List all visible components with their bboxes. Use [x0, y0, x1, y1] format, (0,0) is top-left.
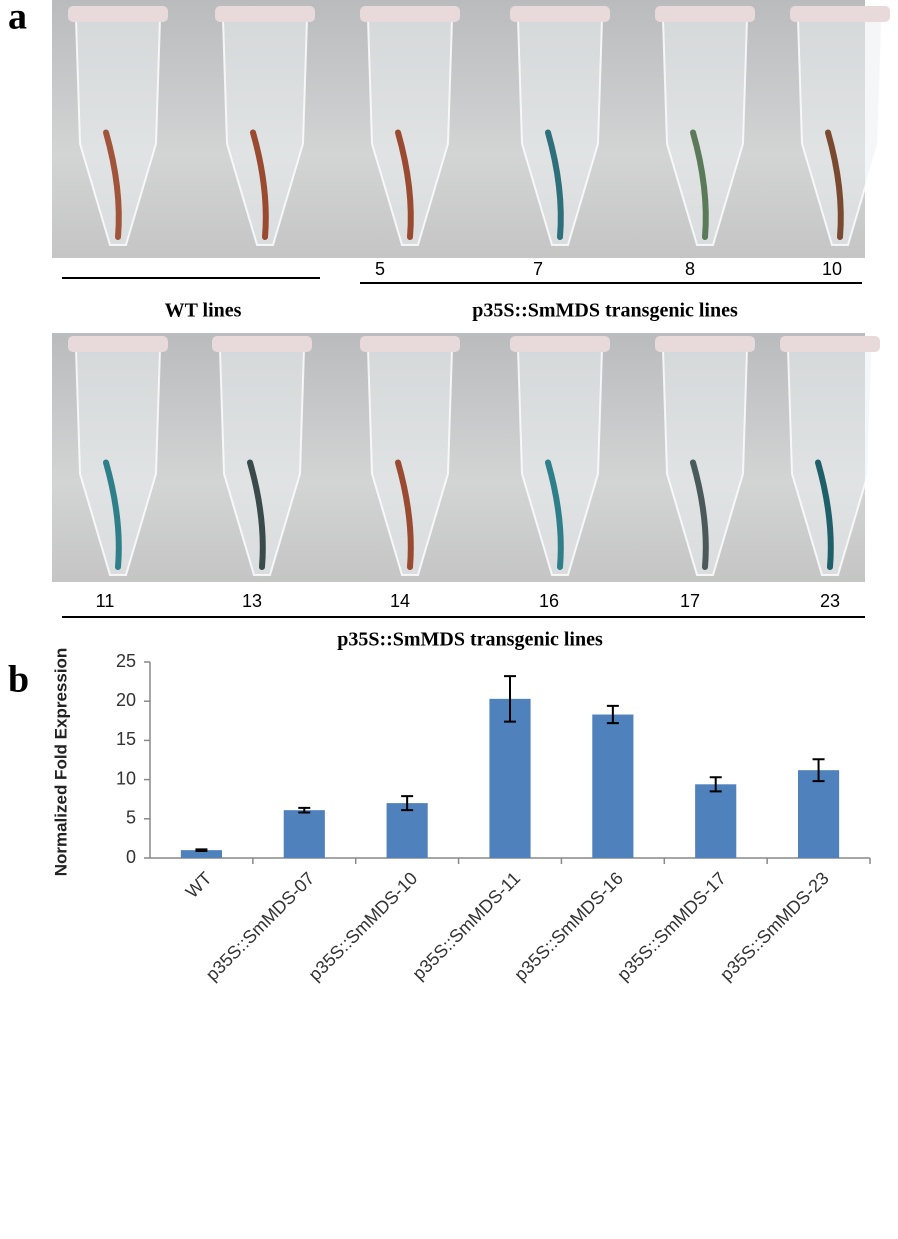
- y-tick-label: 0: [126, 847, 136, 867]
- tube-cap: [510, 6, 610, 22]
- tube-cap: [510, 336, 610, 352]
- caption: p35S::SmMDS transgenic lines: [472, 300, 738, 322]
- error-bar: [812, 758, 825, 783]
- bar: [283, 810, 325, 858]
- plant-tissue: [395, 129, 414, 240]
- bar: [798, 770, 840, 858]
- line-number: 7: [533, 259, 543, 279]
- line-number: 10: [822, 259, 842, 279]
- bar: [592, 714, 634, 858]
- tube-cap: [790, 6, 890, 22]
- tube-cap: [212, 336, 312, 352]
- error-bar: [606, 704, 619, 725]
- line-number: 13: [242, 591, 262, 611]
- x-tick-label: p35S::SmMDS-07: [202, 868, 319, 985]
- error-bar: [504, 675, 516, 723]
- plant-tissue: [545, 129, 564, 240]
- line-number: 5: [375, 259, 385, 279]
- plant-tissue: [103, 129, 122, 240]
- y-tick-label: 15: [116, 729, 136, 749]
- plant-tissue: [103, 459, 122, 570]
- bar: [386, 803, 428, 858]
- tube-cap: [655, 336, 755, 352]
- line-number: 16: [539, 591, 559, 611]
- x-tick-label: p35S::SmMDS-17: [613, 868, 730, 985]
- error-bar: [195, 848, 208, 852]
- plant-tissue: [250, 129, 269, 240]
- bar: [180, 850, 222, 858]
- plant-tissue: [395, 459, 414, 570]
- y-tick-label: 20: [116, 690, 136, 710]
- tube-cap: [780, 336, 880, 352]
- tube-cap: [360, 6, 460, 22]
- tube-cap: [215, 6, 315, 22]
- panel-label: b: [8, 659, 29, 701]
- line-number: 11: [96, 591, 115, 611]
- x-tick-label: p35S::SmMDS-16: [510, 868, 627, 985]
- y-axis-title: Normalized Fold Expression: [51, 648, 70, 877]
- y-tick-label: 25: [116, 651, 136, 671]
- y-tick-label: 5: [126, 808, 136, 828]
- caption: WT lines: [165, 300, 242, 322]
- panel-label: a: [8, 0, 27, 38]
- tube-cap: [68, 6, 168, 22]
- x-tick-label: WT: [182, 868, 216, 902]
- line-number: 8: [685, 259, 695, 279]
- photos: [52, 0, 890, 582]
- line-number: 23: [820, 591, 840, 611]
- line-number: 14: [390, 591, 410, 611]
- tube-cap: [360, 336, 460, 352]
- x-tick-label: p35S::SmMDS-23: [716, 868, 833, 985]
- y-tick-label: 10: [116, 768, 136, 788]
- x-tick-label: p35S::SmMDS-11: [408, 868, 524, 984]
- error-bar: [298, 806, 311, 814]
- plant-tissue: [545, 459, 564, 570]
- plant-tissue: [825, 129, 844, 240]
- x-tick-label: p35S::SmMDS-10: [305, 868, 422, 985]
- plant-tissue: [690, 459, 709, 570]
- bar: [489, 698, 531, 858]
- line-number: 17: [680, 591, 700, 611]
- tube-cap: [68, 336, 168, 352]
- error-bar: [709, 776, 722, 793]
- caption: p35S::SmMDS transgenic lines: [337, 629, 603, 651]
- plant-tissue: [690, 129, 709, 240]
- bar: [695, 784, 737, 858]
- plant-tissue: [247, 459, 266, 570]
- plant-tissue: [815, 459, 834, 570]
- tube-cap: [655, 6, 755, 22]
- error-bar: [401, 795, 414, 812]
